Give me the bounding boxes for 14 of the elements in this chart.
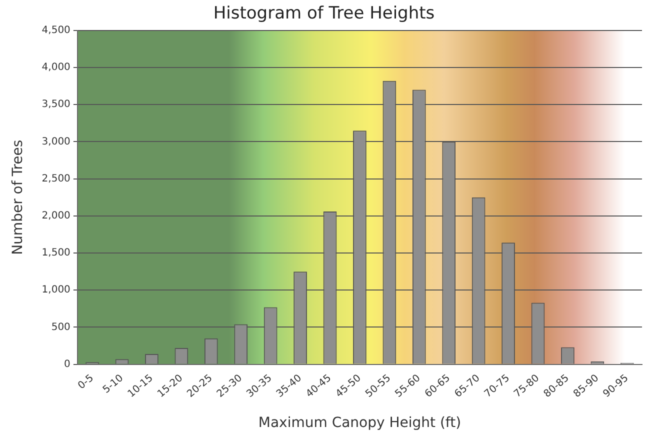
y-tick-label: 3,500 [42, 99, 70, 110]
y-tick-label: 0 [64, 358, 70, 370]
x-axis-title: Maximum Canopy Height (ft) [258, 415, 462, 432]
y-tick-label: 500 [51, 322, 70, 333]
chart-title: Histogram of Tree Heights [213, 4, 435, 24]
y-tick-label: 4,000 [42, 62, 70, 74]
y-tick-label: 2,000 [42, 210, 70, 222]
y-tick-label: 2,500 [42, 173, 70, 184]
x-tick-label: 0-5 [76, 372, 96, 392]
y-tick-label: 1,000 [42, 284, 70, 296]
y-axis-title: Number of Trees [10, 140, 26, 255]
y-tick-label: 4,500 [42, 24, 70, 36]
y-tick-label: 1,500 [42, 248, 70, 259]
y-tick-label: 3,000 [42, 136, 70, 148]
